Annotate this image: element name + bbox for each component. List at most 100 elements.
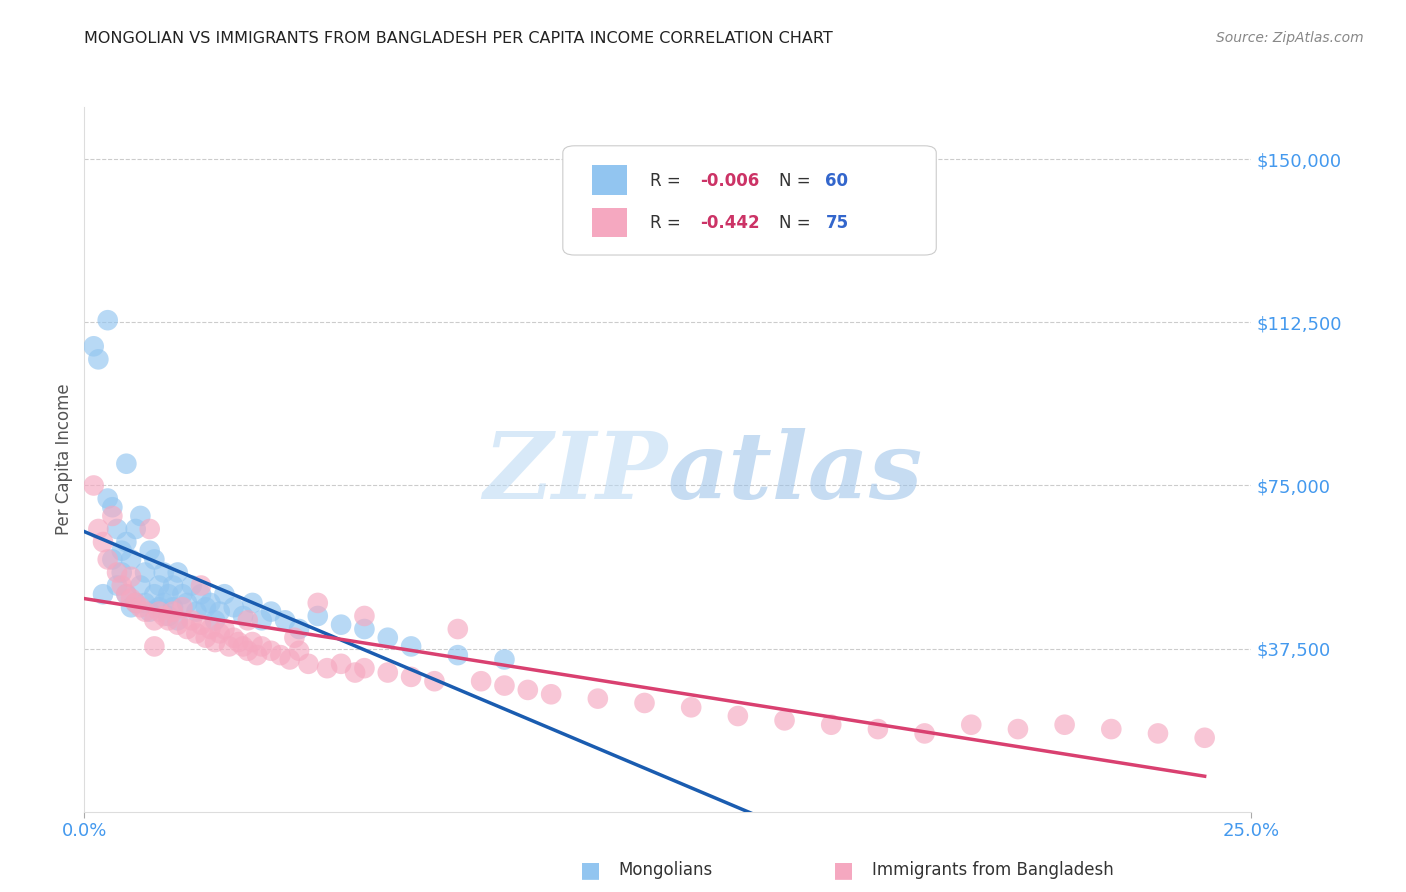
Point [101,500,124,515]
Point [129,578,152,592]
Point [105,566,128,580]
Point [866,722,889,736]
Point [186,605,208,619]
Text: -0.442: -0.442 [700,214,761,232]
Point [176,596,198,610]
Text: ■: ■ [834,860,853,880]
Point [470,674,492,689]
Point [214,622,236,636]
Point [97,552,120,566]
Point [166,566,188,580]
Point [111,543,134,558]
Point [200,622,222,636]
Text: ■: ■ [581,860,600,880]
Point [1147,726,1170,740]
Point [125,522,148,536]
Point [274,613,297,627]
Point [152,596,174,610]
Point [97,313,120,327]
Point [1099,722,1122,736]
Point [494,679,516,693]
Point [727,709,749,723]
Point [134,596,156,610]
Point [143,587,166,601]
Point [176,622,198,636]
Point [97,491,120,506]
Point [148,578,170,592]
Point [260,605,283,619]
Point [134,566,156,580]
Point [423,674,446,689]
Text: atlas: atlas [668,428,924,518]
Point [180,578,202,592]
Point [222,600,245,615]
Point [157,609,180,624]
Point [115,587,138,601]
Point [516,682,538,697]
Text: R =: R = [651,214,686,232]
Point [162,578,184,592]
Text: N =: N = [779,171,815,189]
Text: N =: N = [779,214,815,232]
Point [278,652,301,666]
Point [297,657,319,671]
Point [120,591,142,606]
Point [120,570,142,584]
Point [105,578,128,592]
Point [111,578,134,592]
Point [143,552,166,566]
Point [157,613,180,627]
Point [288,644,311,658]
Point [208,626,231,640]
Point [353,661,375,675]
FancyBboxPatch shape [592,165,627,194]
Point [125,596,148,610]
Point [143,613,166,627]
Point [148,600,170,615]
Point [399,670,422,684]
Point [166,613,188,627]
Point [208,605,231,619]
Point [399,640,422,654]
Point [115,587,138,601]
Point [232,609,254,624]
Point [186,626,208,640]
Point [204,635,226,649]
Point [288,622,311,636]
Point [246,648,269,662]
FancyBboxPatch shape [592,208,627,237]
Point [105,522,128,536]
Point [820,717,842,731]
Text: ZIP: ZIP [484,428,668,518]
Point [91,587,114,601]
Point [115,457,138,471]
Point [633,696,655,710]
Point [83,478,105,492]
Point [307,609,329,624]
Point [162,605,184,619]
Point [152,609,174,624]
Point [232,640,254,654]
FancyBboxPatch shape [562,145,936,255]
Point [242,635,264,649]
Point [129,508,152,523]
Point [204,613,226,627]
Point [236,644,259,658]
Point [125,596,148,610]
Point [447,648,470,662]
Point [260,644,283,658]
Point [129,600,152,615]
Point [353,609,375,624]
Point [143,640,166,654]
Point [152,566,174,580]
Text: -0.006: -0.006 [700,171,759,189]
Point [330,617,353,632]
Text: 75: 75 [825,214,848,232]
Point [494,652,516,666]
Point [115,535,138,549]
Point [157,587,180,601]
Point [101,552,124,566]
Point [269,648,291,662]
Point [540,687,562,701]
Point [214,587,236,601]
